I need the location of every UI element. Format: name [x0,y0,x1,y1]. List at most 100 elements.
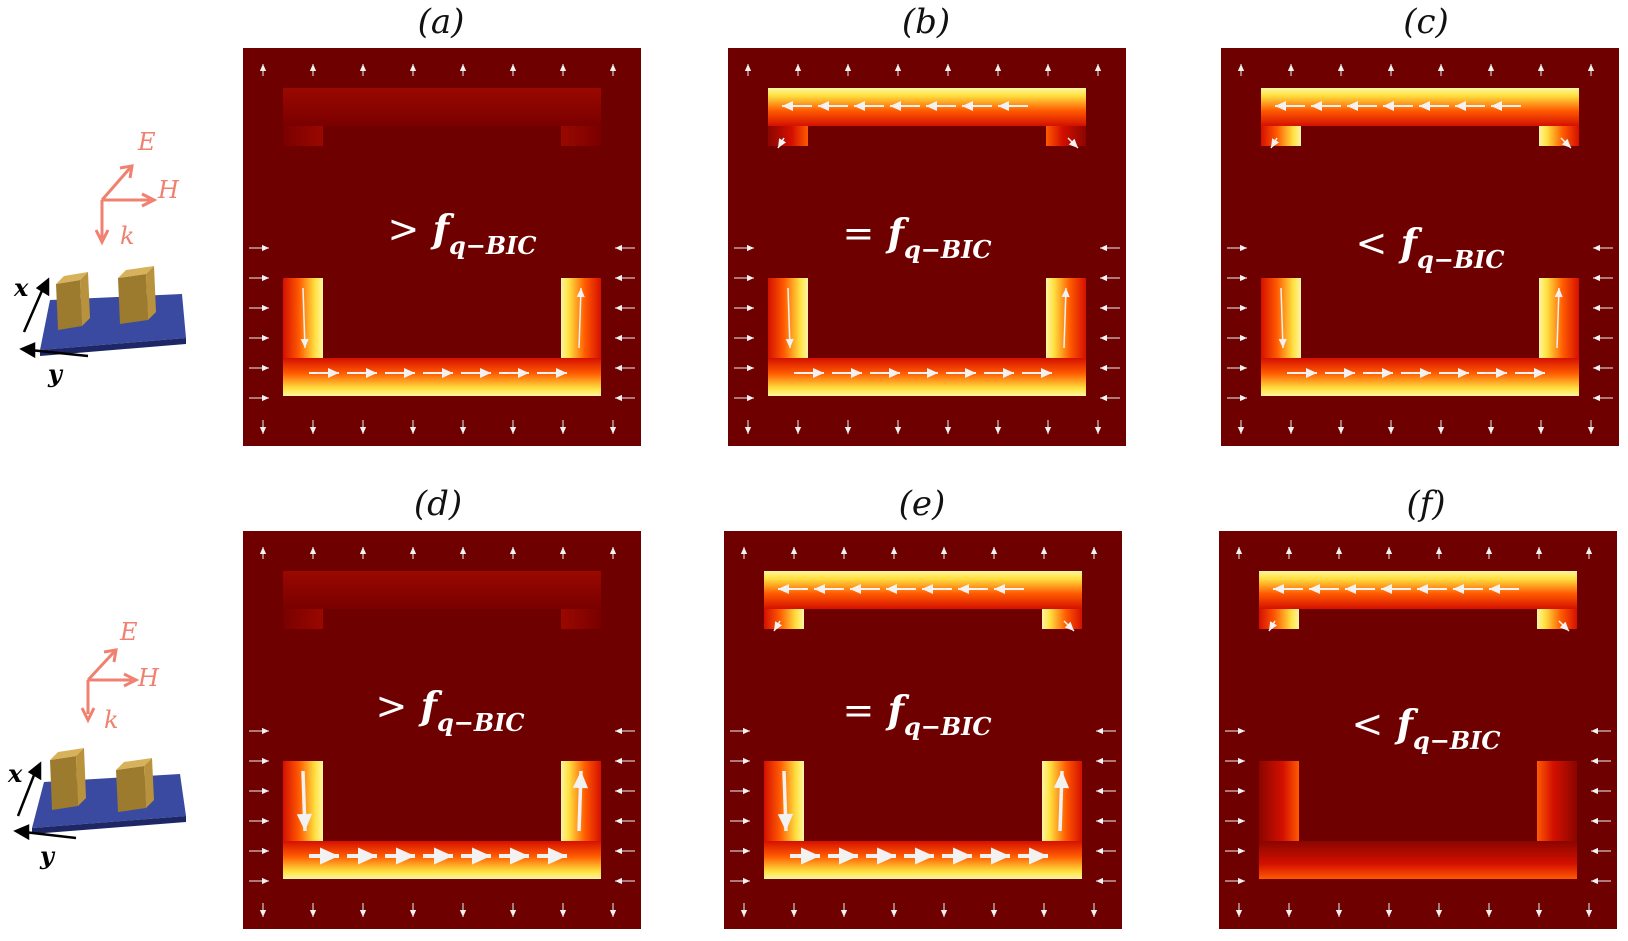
field-arrowhead [262,394,269,402]
field-arrowhead [396,847,415,865]
field-arrowhead [1587,64,1595,71]
field-arrowhead [262,847,269,855]
field-arrowhead [262,757,269,765]
field-arrowhead [609,427,617,434]
upper-resonator-bar [283,88,601,126]
field-arrow [578,287,582,349]
field-arrowhead [609,547,617,554]
field-arrowhead [1387,427,1395,434]
field-arrowhead [259,64,267,71]
field-arrowhead [300,338,309,348]
field-arrowhead [790,910,798,917]
field-arrowhead [1585,547,1593,554]
field-arrowhead [844,427,852,434]
field-arrowhead [359,64,367,71]
field-arrowhead [1437,64,1445,71]
field-arrowhead [890,101,901,111]
field-arrowhead [1311,101,1322,111]
field-arrowhead [1068,138,1078,148]
field-arrowhead [962,101,973,111]
polarization-diagram-top: E H k x y [13,128,186,388]
field-arrowhead [259,427,267,434]
upper-resonator-right-arm [1042,609,1082,629]
field-arrowhead [262,274,269,282]
field-arrowhead [1309,584,1320,594]
field-map-e: = fq−BIC [724,531,1122,929]
field-plot-d [243,531,641,929]
field-arrowhead [1096,757,1103,765]
field-arrowhead [1238,757,1245,765]
field-arrowhead [409,427,417,434]
field-plot-f [1219,531,1617,929]
upper-resonator-right-arm [1046,126,1086,146]
field-arrowhead [1238,877,1245,885]
field-arrowhead [958,584,969,594]
field-arrowhead [790,547,798,554]
panel-label-d: (d) [413,484,463,524]
field-arrowhead [743,847,750,855]
field-arrowhead [1044,64,1052,71]
resonator-left [56,272,90,330]
field-arrowhead [480,368,491,378]
field-arrowhead [743,817,750,825]
field-arrowhead [1238,727,1245,735]
field-arrowhead [559,64,567,71]
field-arrowhead [1287,427,1295,434]
field-arrowhead [922,584,933,594]
field-arrowhead [840,547,848,554]
field-arrowhead [747,304,754,312]
field-arrowhead [459,427,467,434]
field-arrowhead [1345,584,1356,594]
field-arrowhead [886,584,897,594]
field-arrowhead [1096,817,1103,825]
field-arrowhead [777,813,794,831]
x-axis-label: x [7,759,23,788]
field-arrowhead [615,817,622,825]
field-arrowhead [877,847,896,865]
field-arrowhead [1485,910,1493,917]
field-arrowhead [309,64,317,71]
field-arrowhead [785,338,794,348]
field-arrowhead [744,427,752,434]
panel-label-c: (c) [1403,2,1449,42]
field-arrowhead [1387,64,1395,71]
field-arrowhead [559,547,567,554]
field-arrowhead [404,368,415,378]
upper-resonator-left-arm [1259,609,1299,629]
field-arrowhead [1537,64,1545,71]
field-arrowhead [1240,274,1247,282]
field-arrowhead [572,771,589,789]
field-arrowhead [1100,364,1107,372]
field-arrowhead [615,877,622,885]
field-arrowhead [320,847,339,865]
field-arrowhead [1271,138,1280,148]
field-arrowhead [1090,910,1098,917]
field-arrowhead [1100,244,1107,252]
field-arrowhead [747,364,754,372]
field-arrowhead [1593,364,1600,372]
field-arrowhead [1535,910,1543,917]
field-arrowhead [1100,334,1107,342]
field-arrowhead [1593,394,1600,402]
field-arrowhead [509,427,517,434]
field-arrowhead [1585,910,1593,917]
e-field-label: E [137,128,156,156]
field-arrowhead [740,910,748,917]
panel-label-b: (b) [901,2,951,42]
field-arrowhead [1458,368,1469,378]
field-arrowhead [615,787,622,795]
field-arrowhead [1237,64,1245,71]
upper-resonator-left-arm [768,126,808,146]
field-arrowhead [609,910,617,917]
field-arrowhead [1485,547,1493,554]
field-arrowhead [814,584,825,594]
field-arrowhead [1591,787,1598,795]
field-arrowhead [459,64,467,71]
field-arrowhead [1437,427,1445,434]
field-plot-c [1221,48,1619,446]
field-arrowhead [1041,368,1052,378]
field-arrowhead [743,787,750,795]
field-arrowhead [1240,364,1247,372]
field-arrowhead [1435,547,1443,554]
field-arrowhead [1240,334,1247,342]
